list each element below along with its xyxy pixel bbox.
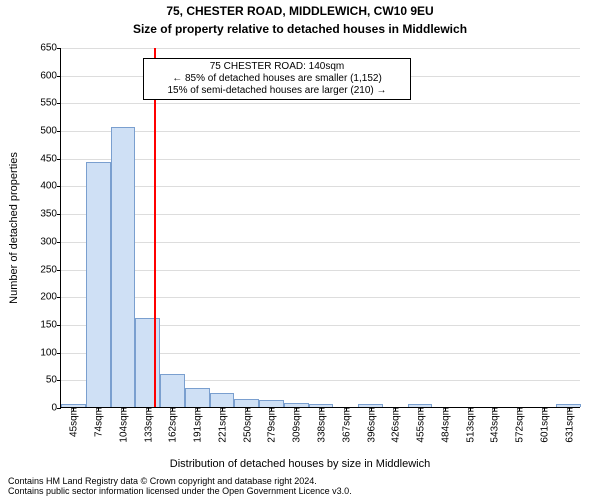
x-tick-label: 484sqm	[438, 407, 451, 443]
gridline	[61, 131, 580, 132]
y-tick-label: 500	[40, 126, 61, 137]
x-tick-label: 279sqm	[265, 407, 278, 443]
chart-title: 75, CHESTER ROAD, MIDDLEWICH, CW10 9EU	[0, 4, 600, 18]
x-tick-label: 367sqm	[339, 407, 352, 443]
y-tick-label: 50	[46, 375, 61, 386]
y-tick-label: 100	[40, 347, 61, 358]
y-tick-label: 400	[40, 181, 61, 192]
histogram-bar	[86, 162, 111, 407]
x-tick-label: 74sqm	[92, 407, 105, 437]
x-tick-label: 426sqm	[389, 407, 402, 443]
histogram-bar	[135, 318, 160, 407]
histogram-bar	[185, 388, 210, 407]
x-tick-label: 572sqm	[513, 407, 526, 443]
histogram-bar	[111, 127, 136, 407]
marker-line	[154, 48, 156, 407]
chart-plot-area: 0501001502002503003504004505005506006504…	[60, 48, 580, 408]
x-tick-label: 250sqm	[240, 407, 253, 443]
y-tick-label: 650	[40, 43, 61, 54]
histogram-bar	[210, 393, 235, 407]
annotation-line: 15% of semi-detached houses are larger (…	[148, 85, 406, 97]
footer-line-1: Contains HM Land Registry data © Crown c…	[8, 476, 592, 486]
gridline	[61, 186, 580, 187]
gridline	[61, 297, 580, 298]
y-tick-label: 200	[40, 292, 61, 303]
x-tick-label: 191sqm	[191, 407, 204, 443]
x-tick-label: 396sqm	[364, 407, 377, 443]
y-tick-label: 250	[40, 264, 61, 275]
footer: Contains HM Land Registry data © Crown c…	[8, 476, 592, 496]
x-tick-label: 45sqm	[67, 407, 80, 437]
gridline	[61, 242, 580, 243]
x-tick-label: 162sqm	[166, 407, 179, 443]
gridline	[61, 214, 580, 215]
x-tick-label: 104sqm	[116, 407, 129, 443]
gridline	[61, 270, 580, 271]
y-tick-label: 450	[40, 153, 61, 164]
histogram-bar	[234, 399, 259, 407]
y-tick-label: 350	[40, 209, 61, 220]
x-tick-label: 221sqm	[215, 407, 228, 443]
x-tick-label: 338sqm	[315, 407, 328, 443]
y-tick-label: 150	[40, 319, 61, 330]
histogram-bar	[259, 400, 284, 407]
annotation-line: ← 85% of detached houses are smaller (1,…	[148, 73, 406, 85]
x-tick-label: 601sqm	[537, 407, 550, 443]
x-tick-label: 543sqm	[488, 407, 501, 443]
chart-container: 75, CHESTER ROAD, MIDDLEWICH, CW10 9EU S…	[0, 0, 600, 500]
x-tick-label: 133sqm	[141, 407, 154, 443]
y-tick-label: 550	[40, 98, 61, 109]
footer-line-2: Contains public sector information licen…	[8, 486, 592, 496]
histogram-bar	[160, 374, 185, 407]
x-tick-label: 455sqm	[414, 407, 427, 443]
gridline	[61, 48, 580, 49]
y-axis-label: Number of detached properties	[8, 152, 20, 304]
y-tick-label: 600	[40, 70, 61, 81]
y-tick-label: 300	[40, 236, 61, 247]
y-tick-label: 0	[51, 403, 61, 414]
gridline	[61, 159, 580, 160]
chart-subtitle: Size of property relative to detached ho…	[0, 22, 600, 36]
x-axis-label: Distribution of detached houses by size …	[0, 458, 600, 470]
x-tick-label: 513sqm	[463, 407, 476, 443]
gridline	[61, 103, 580, 104]
x-tick-label: 631sqm	[562, 407, 575, 443]
annotation-box: 75 CHESTER ROAD: 140sqm← 85% of detached…	[143, 58, 411, 100]
annotation-line: 75 CHESTER ROAD: 140sqm	[148, 61, 406, 73]
x-tick-label: 309sqm	[290, 407, 303, 443]
